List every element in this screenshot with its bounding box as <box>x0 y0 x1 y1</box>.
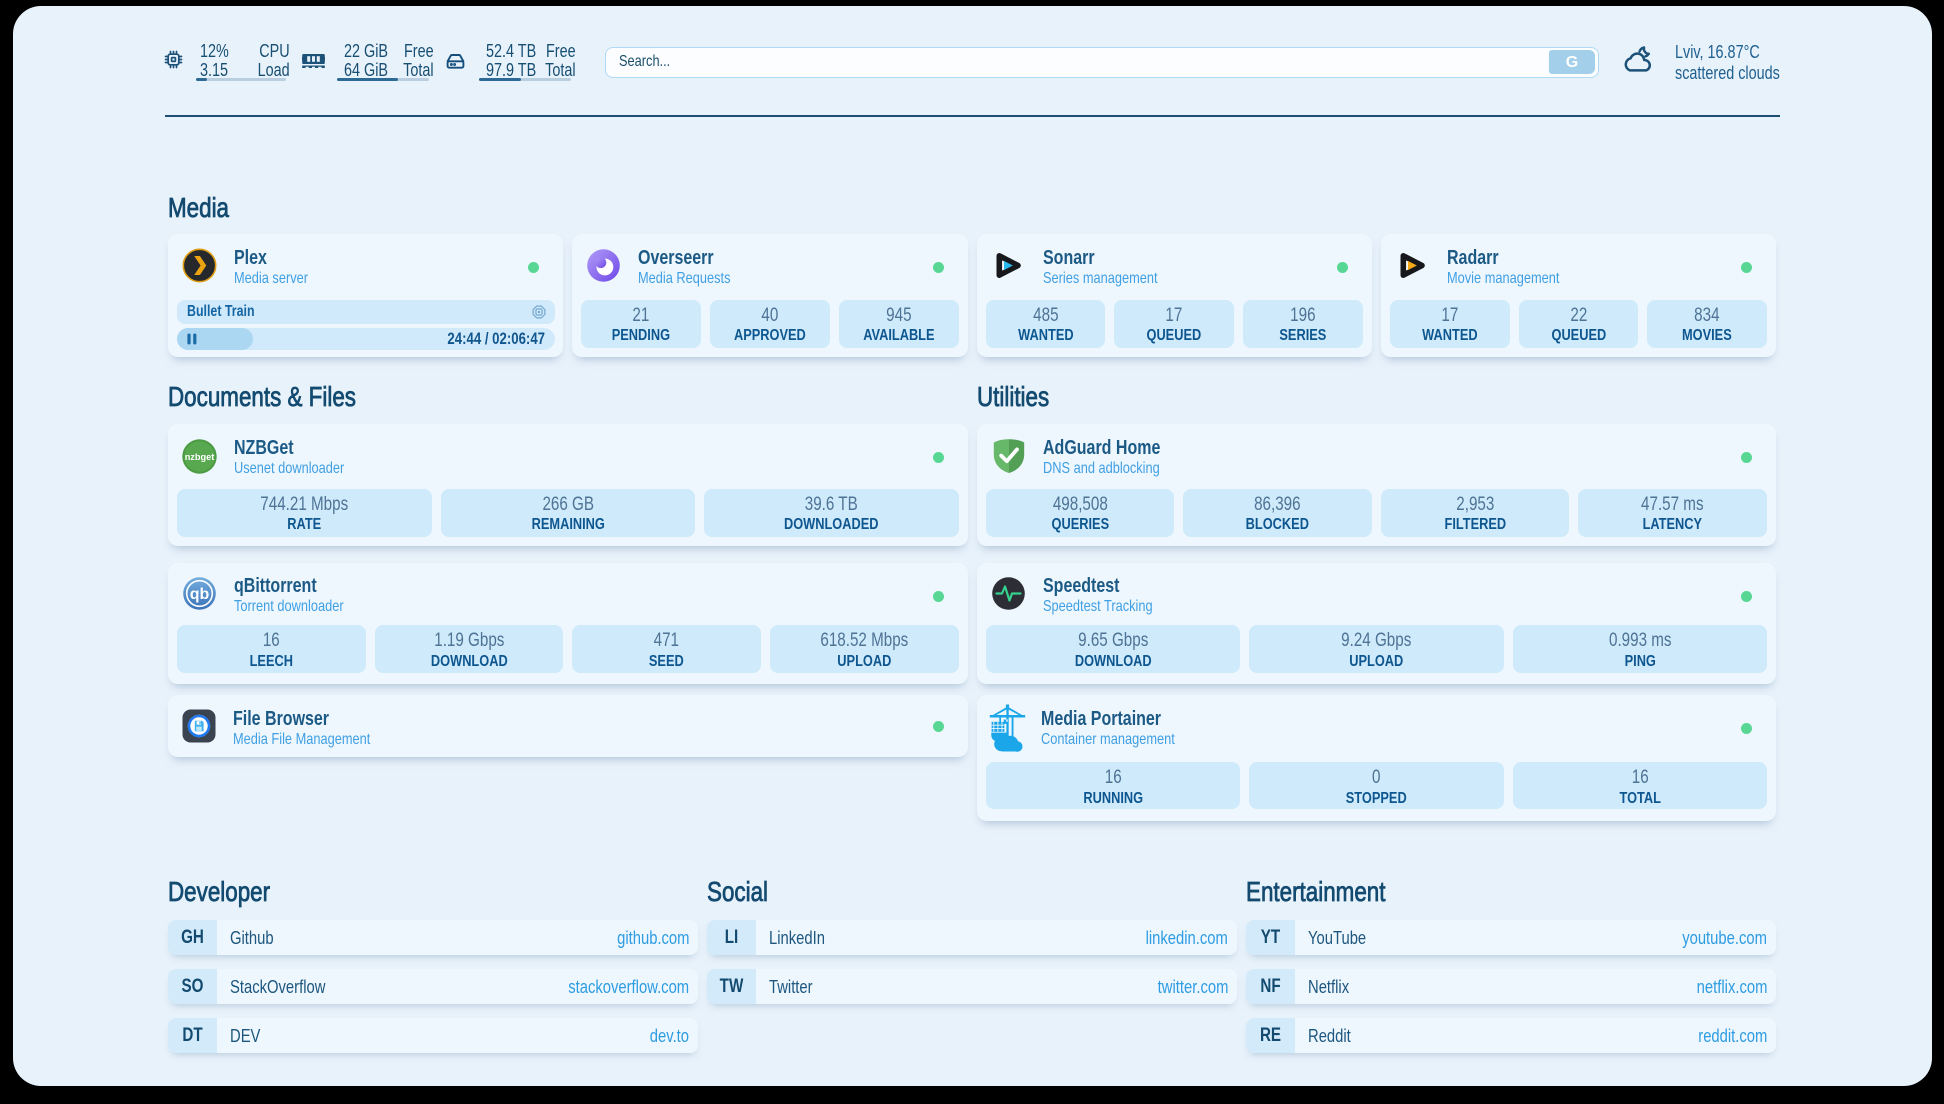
svg-text:nzbget: nzbget <box>185 451 215 461</box>
svg-text:qb: qb <box>190 586 210 603</box>
